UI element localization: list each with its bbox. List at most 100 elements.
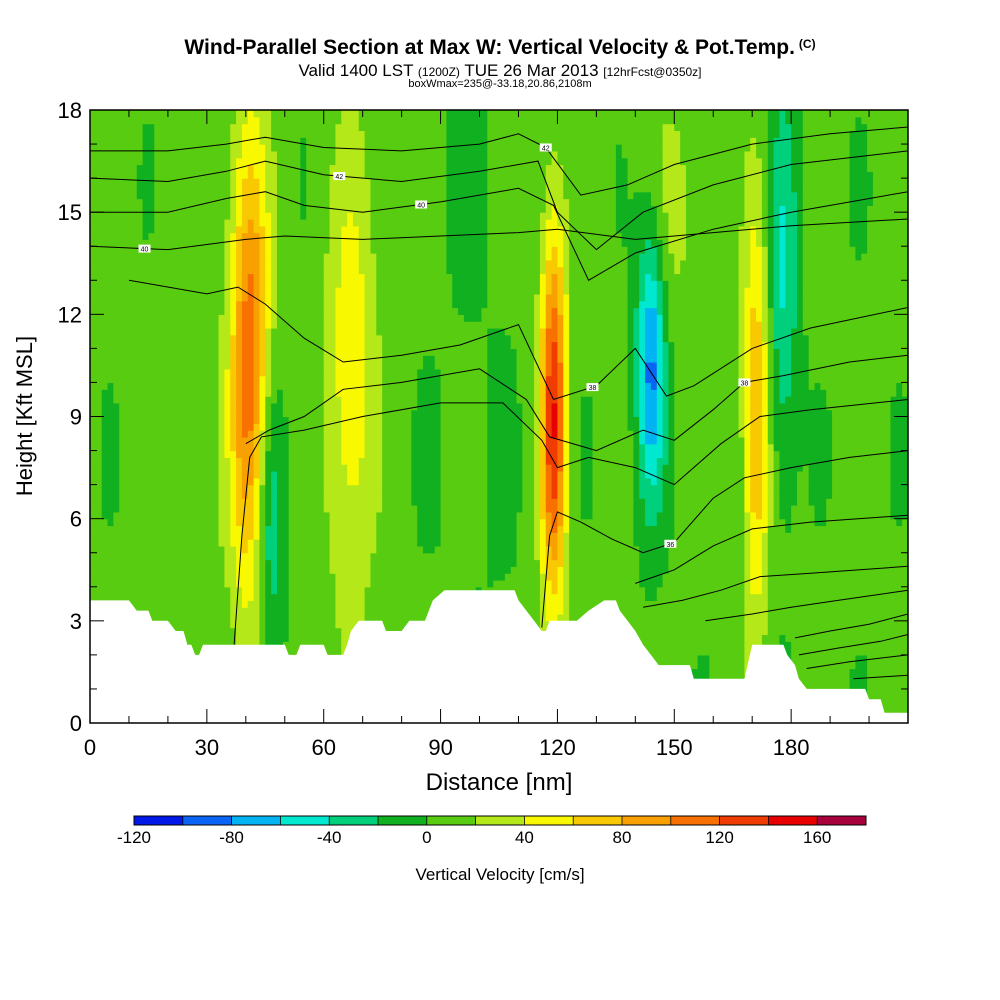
velocity-cell [551,600,559,608]
velocity-cell [247,614,255,622]
velocity-cell [814,682,821,690]
velocity-cell [843,566,851,574]
velocity-cell [820,511,827,520]
velocity-cell [189,491,196,499]
velocity-cell [440,518,448,527]
velocity-cell [195,593,202,601]
velocity-cell [516,484,523,493]
velocity-cell [680,491,687,499]
velocity-cell [645,600,652,608]
velocity-cell [165,573,173,581]
velocity-cell [195,498,202,506]
velocity-cell [271,627,278,636]
velocity-cell [674,654,681,663]
velocity-cell [387,484,395,493]
velocity-cell [878,661,886,670]
velocity-cell [902,675,908,683]
velocity-cell [715,532,722,540]
velocity-cell [592,518,599,527]
velocity-cell [785,505,792,513]
velocity-cell [826,675,833,683]
velocity-cell [767,484,775,493]
velocity-cell [382,586,389,595]
velocity-cell [709,484,716,493]
velocity-cell [247,573,255,581]
velocity-cell [312,607,319,615]
velocity-cell [113,525,120,533]
velocity-cell [610,579,617,588]
velocity-cell [417,593,424,601]
velocity-cell [709,600,716,608]
velocity-cell [452,532,459,540]
velocity-cell [148,532,155,540]
velocity-cell [592,532,599,540]
velocity-cell [773,545,781,554]
velocity-cell [428,579,436,588]
velocity-cell [300,532,307,540]
velocity-cell [826,566,833,574]
velocity-cell [446,559,453,567]
velocity-cell [662,586,670,595]
velocity-cell [878,545,886,554]
velocity-cell [458,505,465,513]
velocity-cell [119,498,126,506]
velocity-cell [849,498,857,506]
velocity-cell [832,593,839,601]
velocity-cell [335,641,342,649]
velocity-cell [446,566,453,574]
velocity-cell [703,661,710,670]
velocity-cell [189,511,196,520]
velocity-cell [621,518,629,527]
velocity-cell [259,579,266,588]
velocity-cell [703,491,710,499]
velocity-cell [224,620,231,629]
velocity-cell [259,518,266,527]
velocity-cell [294,566,301,574]
velocity-cell [271,511,278,520]
velocity-cell [849,641,857,649]
velocity-cell [539,620,547,629]
velocity-cell [101,525,109,533]
velocity-cell [335,505,342,513]
velocity-cell [312,579,319,588]
velocity-cell [446,525,453,533]
velocity-cell [890,505,897,513]
velocity-cell [282,566,290,574]
velocity-cell [522,505,529,513]
velocity-cell [802,648,810,656]
velocity-cell [522,593,529,601]
velocity-cell [282,607,290,615]
velocity-cell [393,600,401,608]
velocity-cell [125,525,132,533]
velocity-cell [621,539,629,547]
velocity-cell [312,614,319,622]
velocity-cell [95,545,103,554]
velocity-cell [697,559,705,567]
velocity-cell [738,648,745,656]
velocity-cell [218,614,225,622]
velocity-cell [726,634,734,642]
velocity-cell [604,484,611,493]
velocity-cell [709,634,716,642]
velocity-cell [165,498,173,506]
velocity-cell [826,552,833,561]
velocity-cell [142,518,150,527]
velocity-cell [551,525,559,533]
velocity-cell [195,634,202,642]
velocity-cell [884,688,892,697]
velocity-cell [802,620,810,629]
velocity-cell [247,620,255,629]
velocity-cell [317,505,325,513]
velocity-cell [744,593,751,601]
velocity-cell [779,532,786,540]
velocity-cell [271,505,278,513]
velocity-cell [154,586,161,595]
velocity-cell [107,477,114,486]
velocity-cell [201,518,208,527]
velocity-cell [697,648,705,656]
velocity-cell [265,627,272,636]
velocity-cell [160,552,167,561]
velocity-cell [551,491,559,499]
velocity-cell [230,511,237,520]
velocity-cell [148,498,155,506]
